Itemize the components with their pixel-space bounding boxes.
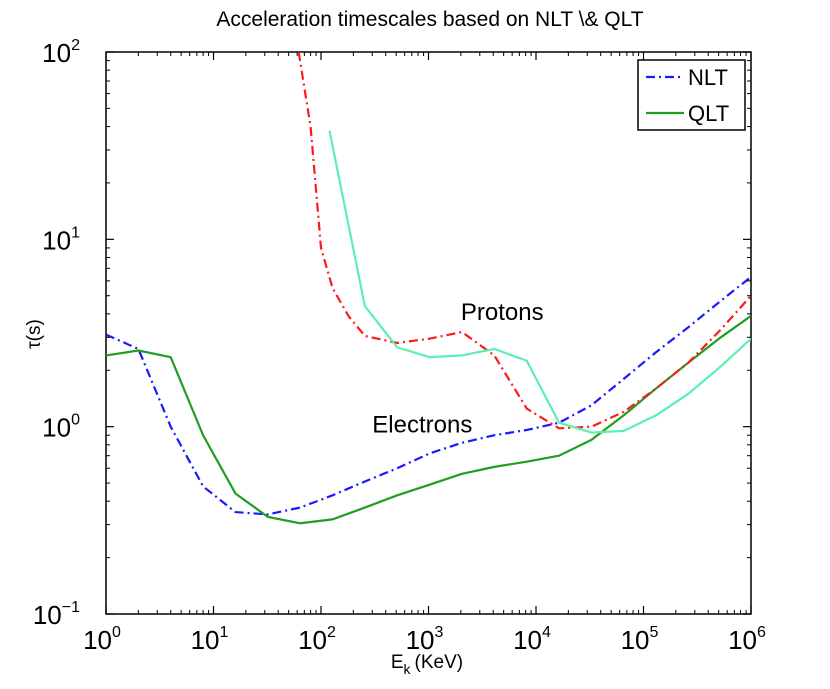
annotation-layer: Protons Electrons (372, 299, 543, 438)
series-line-protons-nlt (297, 52, 751, 430)
annotation-electrons: Electrons (372, 412, 472, 439)
x-axis-label-main: E (391, 652, 404, 673)
plot-area (105, 51, 752, 615)
x-axis-label: Ek (KeV) (391, 652, 463, 677)
y-tick-label: 101 (42, 224, 80, 255)
x-tick-label: 105 (621, 624, 659, 655)
x-tick-label: 103 (406, 624, 444, 655)
x-tick-label: 101 (191, 624, 229, 655)
y-tick-label: 102 (42, 37, 80, 68)
x-tick-label: 100 (83, 624, 121, 655)
annotation-protons: Protons (461, 299, 544, 326)
x-tick-label: 104 (513, 624, 551, 655)
x-tick-label: 106 (728, 624, 766, 655)
series-layer (106, 52, 751, 525)
legend-label-nlt: NLT (688, 65, 728, 90)
plot-frame (105, 51, 752, 615)
legend-box (637, 59, 746, 131)
series-line-protons-qlt (328, 130, 751, 434)
legend-label-qlt: QLT (688, 101, 729, 126)
x-axis-label-unit: (KeV) (415, 652, 464, 673)
y-axis-label: τ(s) (24, 319, 45, 349)
chart-title: Acceleration timescales based on NLT \& … (216, 8, 643, 31)
x-axis-label-sub: k (404, 661, 412, 677)
y-tick-label: 10−1 (33, 599, 80, 630)
y-tick-label: 100 (42, 412, 80, 443)
legend: NLT QLT (637, 59, 746, 131)
x-tick-label: 102 (298, 624, 336, 655)
